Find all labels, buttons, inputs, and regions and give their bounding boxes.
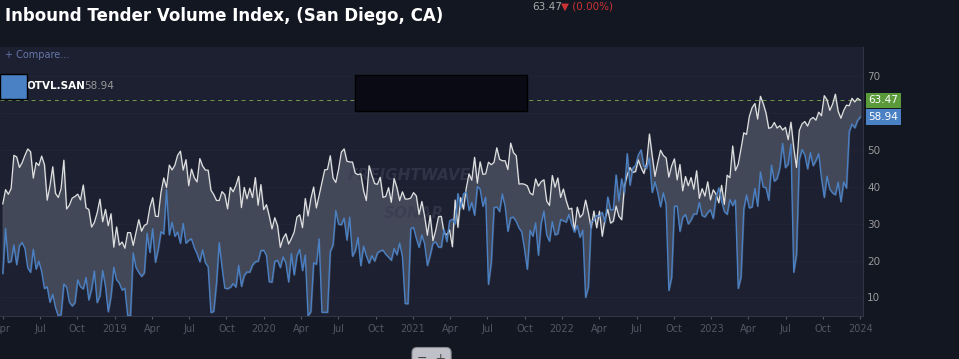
Text: Inbound Tender Volume Index, (San Diego, CA): Inbound Tender Volume Index, (San Diego,… — [5, 7, 443, 25]
Text: 63.47: 63.47 — [532, 2, 562, 12]
Text: ▼ (0.00%): ▼ (0.00%) — [561, 2, 613, 12]
Text: 58.94: 58.94 — [869, 112, 899, 122]
Text: OTVL.SAN: OTVL.SAN — [27, 81, 85, 91]
Text: 58.94: 58.94 — [84, 81, 114, 91]
Text: 63.47: 63.47 — [869, 95, 899, 105]
Text: FREIGHTWAVES: FREIGHTWAVES — [347, 168, 481, 183]
Text: SONAR: SONAR — [385, 206, 444, 221]
Text: + Compare...: + Compare... — [5, 50, 69, 60]
Text: −  +: − + — [417, 353, 446, 359]
